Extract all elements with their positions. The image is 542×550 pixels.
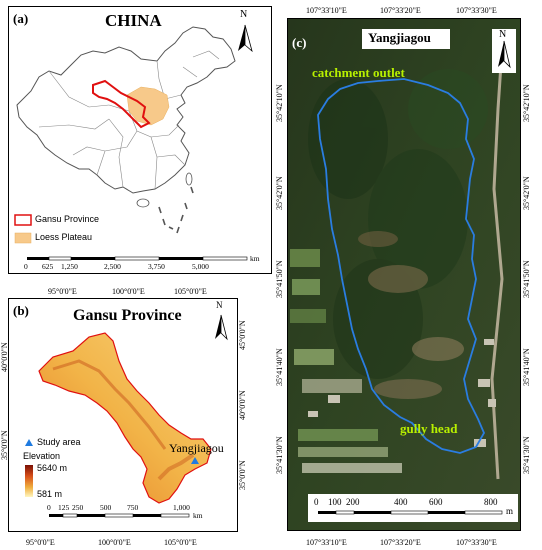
scalebar-tick: 200 [346,497,360,507]
scalebar-tick: 400 [394,497,408,507]
coord-bottom: 107°33'30"E [456,538,497,547]
scalebar-b [49,513,190,518]
coord-right: 35°41'30"N [522,436,531,474]
scalebar-c [318,510,503,515]
coord-top: 107°33'30"E [456,6,497,15]
panel-c-label: (c) [292,35,307,50]
scalebar-tick: 5,000 [192,262,209,271]
scalebar-tick: 600 [429,497,443,507]
coord-bottom: 95°0'0"E [26,538,55,547]
north-arrow-icon [215,314,228,341]
annotation-outlet: catchment outlet [312,65,405,80]
scalebar-unit: m [506,506,514,516]
legend-study-area-label: Study area [37,437,81,447]
catchment-boundary [317,78,486,454]
gansu-terrain [38,332,212,504]
coord-left: 35°41'40"N [275,348,284,386]
legend-elevation-title: Elevation [23,451,61,461]
china-map [14,24,253,261]
scalebar-tick: 1,000 [173,503,190,512]
taiwan-island [185,172,193,186]
eroded-patches [358,231,464,399]
legend-gansu-swatch [14,214,32,226]
gansu-map [25,314,228,518]
scalebar-tick: 1,250 [61,262,78,271]
scalebar-tick: 2,500 [104,262,121,271]
scalebar-tick: 100 [328,497,342,507]
legend-elevation-max: 5640 m [37,463,68,473]
elevation-ramp [25,465,33,497]
coord-right: 40°0'0"N [238,390,247,420]
vegetation-patches [308,69,488,379]
farmland [290,249,402,473]
panel-yangjiagou: (c) Yangjiagou N catchment outlet gully … [287,18,521,531]
road [490,48,504,480]
legend-loess-label: Loess Plateau [35,232,93,242]
coord-bottom: 107°33'20"E [380,538,421,547]
satellite-image [288,19,520,530]
coord-top: 100°0'0"E [112,287,145,296]
panel-b-title: Gansu Province [73,307,182,324]
scalebar-tick: 3,750 [148,262,165,271]
scalebar-tick: 0 [24,262,28,271]
legend-loess-swatch [14,232,32,244]
scalebar-a [27,256,248,261]
coord-right: 35°0'0"N [238,460,247,490]
panel-a-title: CHINA [105,11,162,30]
north-label: N [240,9,248,20]
scalebar-unit: km [193,511,203,520]
coord-top: 105°0'0"E [174,287,207,296]
north-arrow-icon [238,24,253,53]
buildings [308,339,496,447]
gansu-outline [92,79,151,129]
panel-a-label: (a) [13,11,29,26]
study-area-marker [191,457,199,464]
hainan-island [136,198,150,208]
site-label: Yangjiagou [169,441,224,455]
panel-gansu: (b) Gansu Province N Yangjiagou Study ar… [8,298,238,532]
panel-b-label: (b) [13,303,29,318]
coord-right: 35°42'0"N [522,176,531,210]
legend-gansu-label: Gansu Province [35,214,100,224]
coord-right: 35°41'40"N [522,348,531,386]
scalebar-tick: 500 [100,503,112,512]
coord-right: 45°0'0"N [238,320,247,350]
coord-bottom: 107°33'10"E [306,538,347,547]
scalebar-unit: km [250,254,260,263]
scalebar-tick: 250 [72,503,84,512]
coord-top: 107°33'20"E [380,6,421,15]
coord-top: 107°33'10"E [306,6,347,15]
annotation-gully-head: gully head [400,421,458,436]
coord-left: 35°41'30"N [275,436,284,474]
coord-bottom: 100°0'0"E [98,538,131,547]
scalebar-background [308,494,518,522]
scalebar-tick: 0 [314,497,319,507]
coord-right: 35°42'10"N [522,84,531,122]
coord-left: 35°42'10"N [275,84,284,122]
coord-left: 35°41'50"N [275,260,284,298]
south-sea-dashes [158,186,194,234]
scalebar-tick: 125 [58,503,70,512]
coord-left: 35°42'0"N [275,176,284,210]
coord-top: 95°0'0"E [48,287,77,296]
coord-bottom: 105°0'0"E [164,538,197,547]
title-background [362,29,450,49]
legend-study-area-icon [25,439,33,446]
north-label: N [216,300,223,310]
legend-elevation-min: 581 m [37,489,63,499]
panel-china: (a) CHINA N Gansu Province Loess Plateau… [8,6,272,274]
scalebar-tick: 800 [484,497,498,507]
north-label: N [499,29,507,40]
scalebar-tick: 750 [127,503,139,512]
coord-right: 35°41'50"N [522,260,531,298]
scalebar-tick: 625 [42,262,54,271]
north-arrow-icon [498,40,511,69]
scalebar-tick: 0 [47,503,51,512]
loess-plateau [126,86,170,126]
panel-c-title: Yangjiagou [368,30,431,45]
